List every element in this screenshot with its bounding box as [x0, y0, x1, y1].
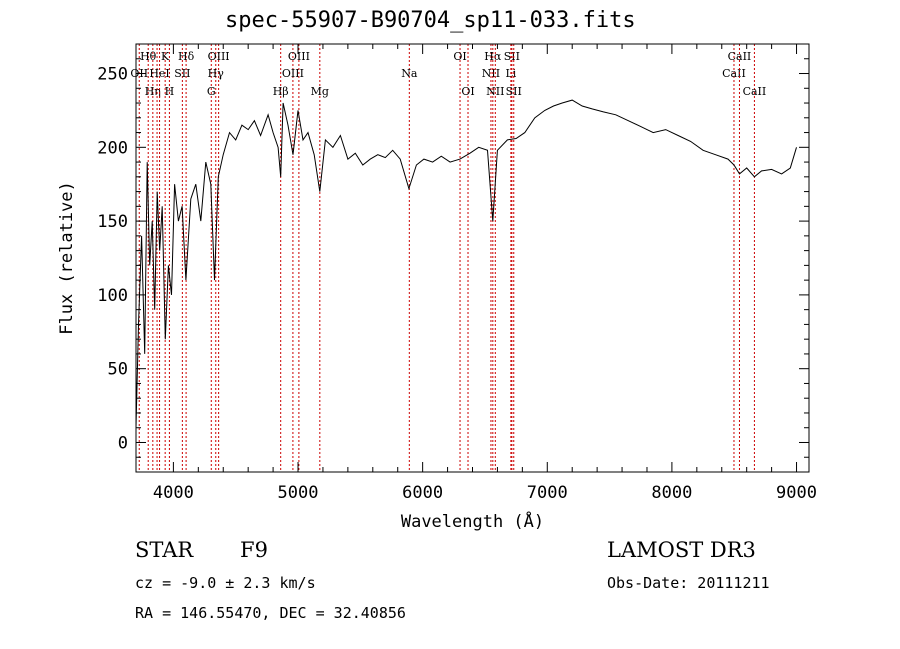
y-tick-label: 250 [97, 65, 128, 85]
line-label-18: OI [461, 85, 474, 98]
line-label-1: Hθ [140, 50, 157, 63]
y-tick-label: 50 [108, 360, 128, 380]
x-tick-label: 6000 [402, 483, 443, 503]
line-label-27: CaII [743, 85, 767, 98]
axis-ticks-layer: 4000 5000 6000 7000 8000 9000 0 50 100 150 200 250 [97, 44, 817, 503]
y-axis-label: Flux (relative) [57, 181, 77, 335]
line-label-7: SII [174, 67, 190, 80]
line-label-26: CaII [728, 50, 752, 63]
x-tick-label: 7000 [527, 483, 568, 503]
star-class: STAR [135, 538, 194, 562]
y-tick-label: 200 [97, 138, 128, 158]
line-label-21: NII [486, 85, 504, 98]
line-label-22: Li [505, 67, 516, 80]
plot-frame [135, 43, 810, 473]
y-tick-label: 100 [97, 286, 128, 306]
line-label-9: G [207, 85, 216, 98]
line-label-23: SII [504, 50, 520, 63]
x-tick-label: 8000 [651, 483, 692, 503]
y-tick-label: 0 [118, 433, 128, 453]
x-tick-label: 5000 [278, 483, 319, 503]
obs-date: Obs-Date: 20111211 [607, 574, 770, 592]
line-label-12: Hβ [273, 85, 289, 98]
x-axis-label: Wavelength (Å) [401, 510, 544, 532]
line-label-25: CaII [722, 67, 746, 80]
spectrum-series-line [135, 99, 797, 428]
line-label-14: OIII [288, 50, 310, 63]
chart-title: spec-55907-B90704_sp11-033.fits [225, 8, 636, 33]
emission-lines-layer: OIIHθHηHeIKHSIIHδGHγOIIIHβOIIIOIIIMgNaOI… [130, 44, 766, 472]
y-tick-label: 150 [97, 212, 128, 232]
ra-dec: RA = 146.55470, DEC = 32.40856 [135, 604, 406, 622]
star-subclass: F9 [240, 538, 268, 562]
cz-value: cz = -9.0 ± 2.3 km/s [135, 574, 316, 592]
line-label-13: OIII [282, 67, 304, 80]
line-label-15: Mg [311, 85, 329, 98]
line-label-10: Hγ [208, 67, 225, 80]
line-label-5: K [161, 50, 170, 63]
line-label-2: Hη [145, 85, 161, 98]
line-label-19: NII [482, 67, 500, 80]
line-label-20: Hα [484, 50, 502, 63]
line-label-11: OIII [208, 50, 230, 63]
x-tick-label: 9000 [776, 483, 817, 503]
line-label-17: OI [453, 50, 466, 63]
line-label-16: Na [401, 67, 418, 80]
x-tick-label: 4000 [153, 483, 194, 503]
line-label-4: HeI [149, 67, 169, 80]
survey-name: LAMOST DR3 [607, 538, 756, 562]
line-label-6: H [165, 85, 175, 98]
line-label-24: SII [506, 85, 522, 98]
line-label-8: Hδ [178, 50, 195, 63]
